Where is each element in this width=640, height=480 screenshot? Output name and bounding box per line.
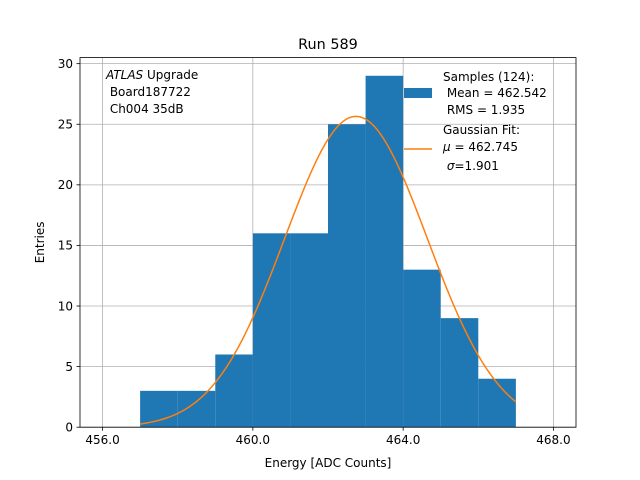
- run-annotation: ATLAS Upgrade Board187722 Ch004 35dB: [105, 68, 198, 116]
- x-tick-label: 460.0: [236, 433, 270, 447]
- histogram-bar: [328, 124, 366, 428]
- legend-mu-value: = 462.745: [451, 140, 518, 154]
- annotation-board: Board187722: [106, 85, 191, 99]
- histogram-bar: [290, 233, 328, 428]
- x-tick-label: 464.0: [386, 433, 420, 447]
- histogram-bar: [177, 390, 216, 428]
- legend-fit-title: Gaussian Fit:: [443, 123, 520, 137]
- y-tick-label: 15: [58, 239, 73, 253]
- y-tick-label: 25: [58, 118, 73, 132]
- legend-sigma-symbol: σ: [447, 159, 455, 173]
- histogram-bar: [365, 75, 404, 428]
- legend-samples-title: Samples (124):: [443, 70, 534, 84]
- histogram-bars: [140, 75, 516, 428]
- histogram-bar: [140, 390, 178, 428]
- legend-sigma-value: =1.901: [454, 159, 498, 173]
- legend-fit-mu: μ = 462.745: [442, 140, 518, 154]
- chart-title: Run 589: [298, 37, 358, 53]
- plot-frame: [79, 57, 577, 428]
- annotation-experiment: ATLAS: [105, 68, 144, 82]
- gaussian-fit-curve: [140, 115, 517, 425]
- legend: Samples (124): Mean = 462.542 RMS = 1.93…: [404, 70, 547, 173]
- y-tick-label: 20: [58, 178, 73, 192]
- ticks-layer: 456.0 460.0 464.0 468.0 0 5 10 15 20 25 30: [58, 57, 571, 447]
- legend-samples-rms: RMS = 1.935: [443, 103, 525, 117]
- legend-mu-symbol: μ: [442, 140, 451, 154]
- legend-samples-mean: Mean = 462.542: [443, 86, 547, 100]
- x-tick-label: 456.0: [85, 433, 119, 447]
- legend-fit-sigma: σ=1.901: [443, 159, 499, 173]
- histogram-bar: [440, 318, 479, 428]
- annotation-channel: Ch004 35dB: [106, 102, 184, 116]
- histogram-bar: [252, 233, 291, 428]
- y-tick-label: 30: [58, 57, 73, 71]
- x-tick-label: 468.0: [536, 433, 570, 447]
- y-tick-label: 0: [65, 421, 73, 435]
- histogram-bar: [478, 378, 516, 428]
- annotation-suffix: Upgrade: [143, 68, 198, 82]
- y-axis-label: Entries: [33, 222, 47, 264]
- y-tick-label: 5: [65, 360, 73, 374]
- annotation-line-1: ATLAS Upgrade: [105, 68, 198, 82]
- legend-samples-swatch: [404, 88, 432, 98]
- histogram-bar: [215, 354, 253, 428]
- x-axis-label: Energy [ADC Counts]: [265, 456, 392, 470]
- y-tick-label: 10: [58, 299, 73, 313]
- histogram-bar: [403, 269, 441, 428]
- fit-layer: [140, 115, 517, 425]
